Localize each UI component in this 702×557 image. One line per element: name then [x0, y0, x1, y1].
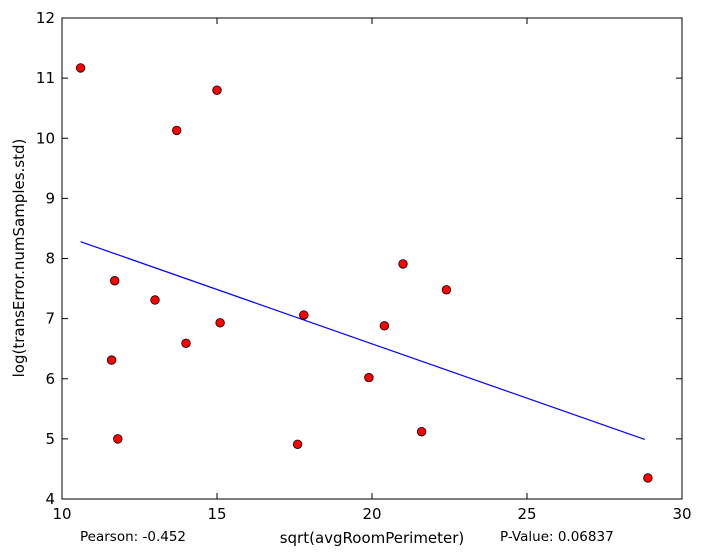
data-point-6	[181, 338, 191, 348]
data-point-3	[113, 434, 123, 444]
data-point-2	[109, 276, 120, 286]
y-tick-label-5: 9	[45, 189, 55, 207]
x-tick-label-3: 25	[517, 505, 536, 523]
data-point-0	[75, 63, 86, 73]
x-tick-label-1: 15	[207, 505, 226, 523]
p-value-label: P-Value: 0.06837	[500, 529, 614, 545]
y-tick-label-3: 7	[45, 310, 55, 328]
y-tick-label-4: 8	[45, 250, 55, 268]
y-tick-label-7: 11	[36, 69, 55, 87]
plot-frame	[61, 17, 683, 500]
fit-line-group	[80, 241, 645, 441]
y-tick-label-0: 4	[45, 490, 55, 508]
data-point-8	[215, 318, 225, 328]
y-tick-label-2: 6	[45, 370, 55, 388]
data-point-5	[171, 125, 182, 136]
y-axis-label: log(transError.numSamples.std)	[10, 139, 28, 378]
y-tick-label-6: 10	[36, 129, 55, 147]
data-point-1	[106, 355, 117, 365]
data-point-4	[150, 295, 160, 305]
data-point-14	[416, 426, 427, 437]
x-tick-label-4: 30	[672, 505, 691, 523]
data-point-15	[441, 285, 452, 295]
y-tick-label-8: 12	[36, 9, 55, 27]
data-point-16	[643, 473, 653, 483]
axis-ticks	[61, 17, 683, 500]
regression-line	[80, 241, 645, 441]
data-points	[75, 63, 653, 483]
x-tick-label-0: 10	[52, 505, 71, 523]
x-axis-label: sqrt(avgRoomPerimeter)	[280, 529, 465, 547]
data-point-9	[292, 439, 303, 449]
tick-labels: 10 15 20 25 30 4 5 6 7 8 9 10 11 12	[36, 9, 692, 523]
y-tick-label-1: 5	[45, 430, 55, 448]
data-point-12	[379, 321, 390, 331]
pearson-label: Pearson: -0.452	[80, 529, 186, 545]
data-point-10	[299, 310, 309, 320]
data-point-11	[364, 372, 374, 383]
data-point-7	[212, 85, 222, 95]
data-point-13	[398, 259, 408, 269]
x-tick-label-2: 20	[362, 505, 381, 523]
